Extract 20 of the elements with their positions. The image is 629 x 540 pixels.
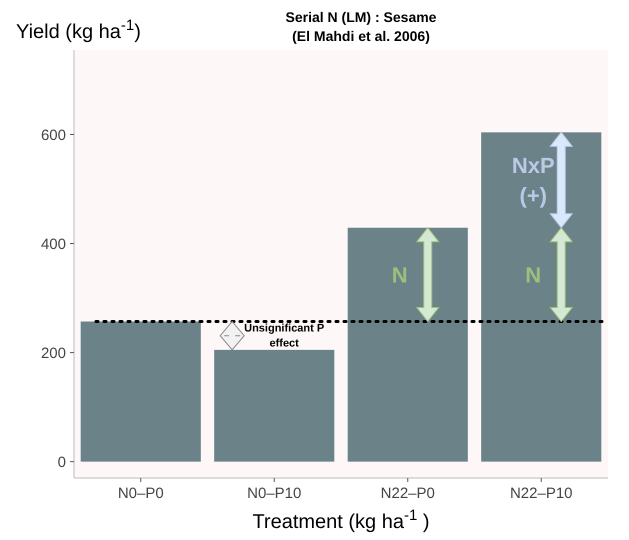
- bar: [80, 322, 201, 462]
- y-axis-title: Yield (kg ha$^{-1}$): [16, 16, 141, 43]
- x-axis-title: Treatment (kg ha$^{-1}$ ): [252, 506, 430, 533]
- x-tick-label: N0–P0: [118, 485, 164, 502]
- y-tick-label: 600: [40, 126, 66, 144]
- x-tick-label: N22–P0: [380, 485, 435, 502]
- bar: [481, 132, 602, 462]
- chart-title: Serial N (LM) : Sesame: [286, 9, 437, 25]
- x-tick-label: N0–P10: [247, 485, 302, 502]
- y-tick-label: 400: [40, 236, 66, 253]
- bar: [214, 350, 334, 462]
- annotation: N: [525, 262, 542, 288]
- chart-subtitle: (El Mahdi et al. 2006): [292, 28, 430, 44]
- x-tick-label: N22–P10: [510, 485, 573, 502]
- y-tick-label: 200: [40, 344, 66, 362]
- annotation: NxP (+): [512, 153, 555, 208]
- y-tick-label: 0: [58, 454, 66, 471]
- annotation: Unsignificant P effect: [244, 322, 324, 350]
- annotation: N: [392, 262, 408, 288]
- bar: [348, 228, 468, 462]
